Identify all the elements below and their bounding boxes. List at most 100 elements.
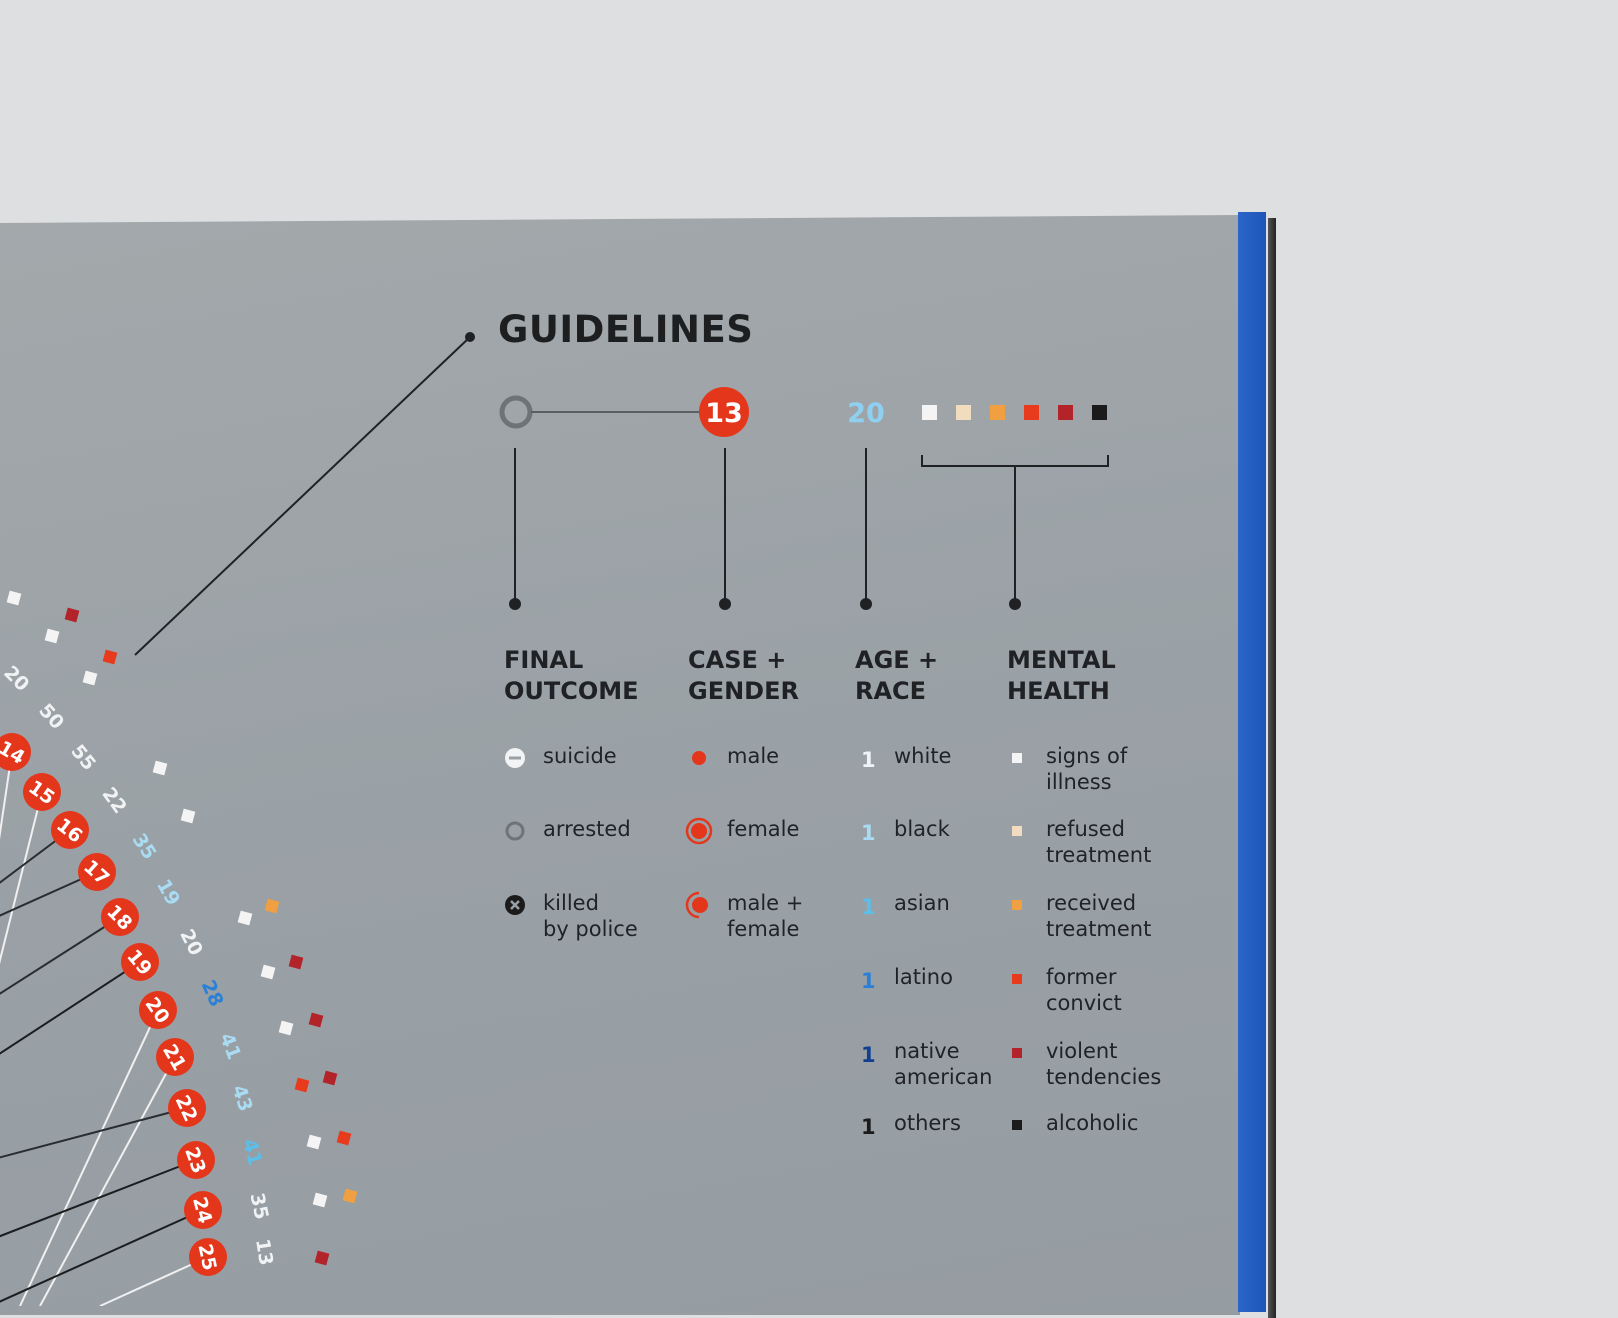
case-number: 25 <box>194 1242 221 1272</box>
mental-sample-square <box>956 405 971 420</box>
mental-health-square-icon <box>1012 1120 1022 1130</box>
svg-text:1: 1 <box>861 1043 876 1067</box>
case-connector-line <box>0 751 13 840</box>
label-line: received <box>1046 891 1137 915</box>
mental-sample-square <box>1024 405 1039 420</box>
gender-pin <box>719 598 731 610</box>
label-line: by police <box>543 917 638 941</box>
mental-sample-square <box>922 405 937 420</box>
label-line: asian <box>894 891 950 915</box>
label-line: native <box>894 1039 960 1063</box>
label-line: killed <box>543 891 599 915</box>
heading-line: FINAL <box>504 646 584 674</box>
legend-item-label: arrested <box>543 816 631 842</box>
mental-pin <box>1009 598 1021 610</box>
legend-item-label: former convict <box>1046 964 1122 1016</box>
age-number: 13 <box>251 1237 277 1267</box>
column-heading: AGE + RACE <box>855 645 938 707</box>
legend-item-label: black <box>894 816 950 842</box>
legend-item-label: signs of illness <box>1046 743 1127 795</box>
svg-text:1: 1 <box>861 1115 876 1139</box>
outcome-sample-ring <box>499 395 533 429</box>
legend-item-label: suicide <box>543 743 617 769</box>
column-heading: CASE + GENDER <box>688 645 799 707</box>
case-connector-line <box>0 791 43 965</box>
mental-sample-square <box>1092 405 1107 420</box>
label-line: former <box>1046 965 1117 989</box>
legend-item-label: male <box>727 743 779 769</box>
mental-health-square <box>306 1134 322 1150</box>
label-line: american <box>894 1065 993 1089</box>
column-heading: FINAL OUTCOME <box>504 645 639 707</box>
age-number: 35 <box>246 1191 273 1221</box>
mental-health-square <box>180 808 196 824</box>
case-connector-line <box>99 1256 209 1306</box>
label-line: latino <box>894 965 953 989</box>
mental-health-square <box>342 1188 358 1204</box>
suicide-circle-icon <box>505 748 525 768</box>
case-connector-line <box>0 1209 204 1303</box>
race-digit-icon: 1 <box>861 1115 876 1139</box>
svg-text:1: 1 <box>861 748 876 772</box>
mental-health-square <box>278 1020 294 1036</box>
mental-health-square <box>44 628 60 644</box>
label-line: illness <box>1046 770 1112 794</box>
case-connector-line <box>0 961 141 1055</box>
heading-line: RACE <box>855 677 927 705</box>
mental-health-square-icon <box>1012 826 1022 836</box>
mental-health-square <box>152 760 168 776</box>
heading-line: MENTAL <box>1007 646 1116 674</box>
callout-dot <box>465 332 475 342</box>
label-line: female <box>727 917 800 941</box>
label-line: white <box>894 744 952 768</box>
dark-page-edge <box>1268 218 1276 1318</box>
mental-health-square-icon <box>1012 1048 1022 1058</box>
label-line: refused <box>1046 817 1125 841</box>
case-circle <box>177 1141 215 1179</box>
age-sample-number: 20 <box>847 398 885 429</box>
case-circle <box>51 811 89 849</box>
case-sample-number: 13 <box>705 398 743 429</box>
mental-health-square <box>288 954 304 970</box>
case-circle <box>168 1089 206 1127</box>
legend-item-label: male + female <box>727 890 803 942</box>
case-sample-circle <box>699 387 749 437</box>
race-digit-icon: 1 <box>861 1043 876 1067</box>
label-line: convict <box>1046 991 1122 1015</box>
case-circle <box>0 733 31 771</box>
blue-page-edge <box>1238 212 1266 1312</box>
label-line: male <box>727 744 780 768</box>
legend-item-label: killed by police <box>543 890 638 942</box>
mental-health-square <box>312 1192 328 1208</box>
label-line: tendencies <box>1046 1065 1162 1089</box>
case-connector-line <box>19 1009 159 1306</box>
legend-title: GUIDELINES <box>498 308 754 351</box>
case-circle <box>189 1238 227 1276</box>
label-line: treatment <box>1046 917 1152 941</box>
page-sheet <box>0 215 1240 1315</box>
outcome-pin <box>509 598 521 610</box>
legend-item-label: refused treatment <box>1046 816 1151 868</box>
heading-line: CASE + <box>688 646 787 674</box>
mental-bracket <box>921 455 1109 467</box>
case-circle <box>121 943 159 981</box>
case-circle <box>78 853 116 891</box>
mental-sample-square <box>1058 405 1073 420</box>
arrested-ring-icon <box>505 821 525 841</box>
legend-item-label: female <box>727 816 799 842</box>
heading-line: OUTCOME <box>504 677 639 705</box>
mental-health-square-icon <box>1012 753 1022 763</box>
label-line: violent <box>1046 1039 1118 1063</box>
column-heading: MENTAL HEALTH <box>1007 645 1116 707</box>
mental-health-sample-squares <box>922 405 1107 420</box>
label-line: signs of <box>1046 744 1128 768</box>
mental-health-square <box>308 1012 324 1028</box>
label-line: arrested <box>543 817 631 841</box>
mental-health-square <box>336 1130 352 1146</box>
label-line: female <box>727 817 800 841</box>
case-circle <box>184 1191 222 1229</box>
label-line: suicide <box>543 744 617 768</box>
race-digit-icon: 1 <box>861 748 876 772</box>
